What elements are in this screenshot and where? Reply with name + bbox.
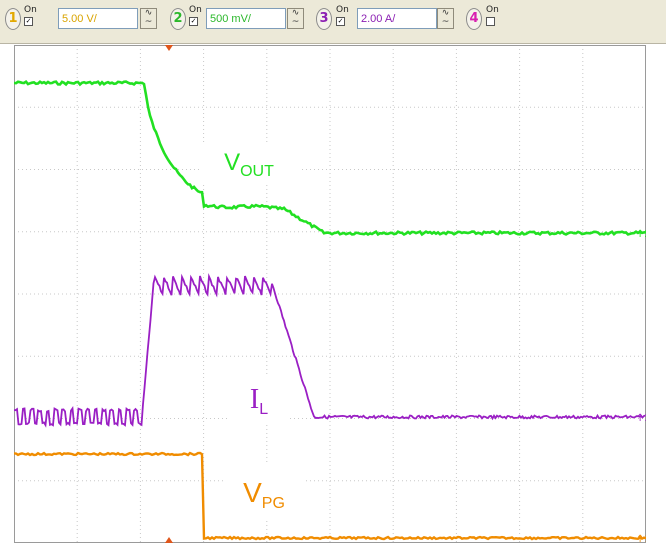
channel-1-scale-input[interactable]: 5.00 V/	[58, 8, 138, 29]
ac-coupling-icon: ∿	[291, 8, 300, 18]
vpg-label: VPG	[224, 465, 304, 521]
il-trace	[14, 272, 646, 428]
channel-toolbar: 1 On ✓ 5.00 V/ ∿ ~ 2 On ✓ 500 mV/ ∿ ~ 3 On…	[0, 0, 666, 44]
waveform-canvas: ↑2 ↑3 ↑1	[14, 45, 646, 543]
channel-3-number[interactable]: 3	[316, 8, 332, 30]
channel-1-on-checkbox[interactable]: ✓	[24, 17, 33, 26]
vpg-trace	[14, 451, 646, 541]
channel-3-on-checkbox[interactable]: ✓	[336, 17, 345, 26]
il-label: IL	[229, 375, 289, 423]
ground-level-marker-icon: ↑2	[636, 229, 646, 240]
channel-1-number[interactable]: 1	[5, 8, 21, 30]
channel-2-number[interactable]: 2	[170, 8, 186, 30]
dc-coupling-icon: ~	[441, 17, 450, 27]
graticule-border	[14, 45, 646, 543]
channel-3-on-label: On	[336, 5, 349, 15]
ground-level-marker-icon: ↑1	[636, 534, 646, 543]
channel-4-on-label: On	[486, 5, 499, 15]
vout-label-main: V	[224, 149, 241, 176]
ac-coupling-icon: ∿	[441, 8, 450, 18]
channel-3-scale-input[interactable]: 2.00 A/	[357, 8, 437, 29]
channel-4-on-checkbox[interactable]	[486, 17, 495, 26]
il-label-sub: L	[259, 401, 269, 418]
waveform-display[interactable]: ↑2↑3↑1 VOUT IL VPG	[14, 45, 646, 543]
channel-1-on-label: On	[24, 5, 37, 15]
dc-coupling-icon: ~	[144, 17, 153, 27]
channel-2-on-checkbox[interactable]: ✓	[189, 17, 198, 26]
channel-2-on-label: On	[189, 5, 202, 15]
vpg-label-main: V	[243, 477, 262, 508]
ac-coupling-icon: ∿	[144, 8, 153, 18]
vpg-label-sub: PG	[261, 495, 285, 512]
dc-coupling-icon: ~	[291, 17, 300, 27]
vout-label: VOUT	[199, 143, 299, 183]
vout-trace	[14, 79, 646, 237]
trigger-bottom-marker-icon	[165, 537, 173, 543]
channel-3-coupling-button[interactable]: ∿ ~	[437, 8, 454, 29]
channel-4-number[interactable]: 4	[466, 8, 482, 30]
channel-1-coupling-button[interactable]: ∿ ~	[140, 8, 157, 29]
ground-level-marker-icon: ↑3	[636, 413, 646, 424]
channel-2-coupling-button[interactable]: ∿ ~	[287, 8, 304, 29]
il-label-main: I	[249, 384, 260, 415]
vout-label-sub: OUT	[240, 163, 274, 180]
trigger-top-marker-icon	[165, 45, 173, 51]
channel-2-scale-input[interactable]: 500 mV/	[206, 8, 286, 29]
